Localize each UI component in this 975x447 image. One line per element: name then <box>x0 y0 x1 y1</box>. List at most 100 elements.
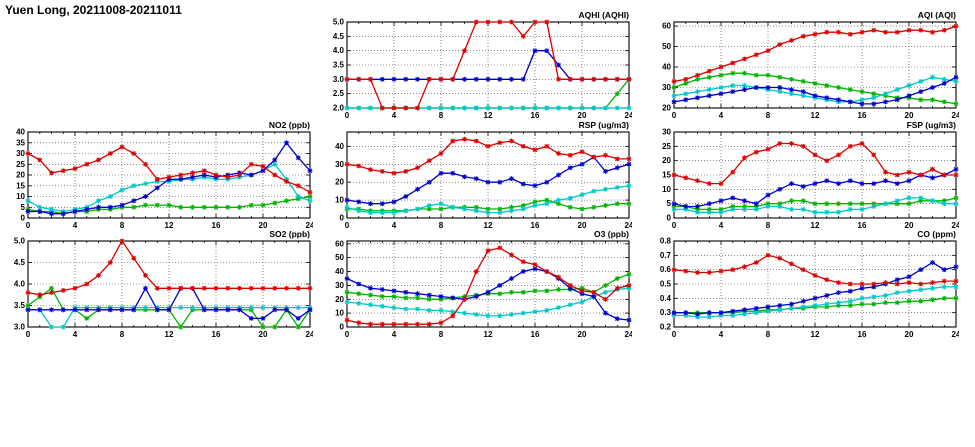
svg-text:2.0: 2.0 <box>333 104 345 113</box>
svg-text:50: 50 <box>662 42 671 51</box>
co-plot: 0.2 0.3 0.4 0.5 0.6 0.7 0.8 0 4 8 12 16 20 24 CO (ppm) <box>660 229 959 339</box>
svg-text:20: 20 <box>16 171 25 180</box>
svg-text:4: 4 <box>719 111 724 120</box>
svg-text:0: 0 <box>672 221 677 230</box>
o3-plot: 0 10 20 30 40 50 60 0 4 8 12 16 20 24 O3 (ppb) <box>335 229 632 339</box>
svg-text:0: 0 <box>26 221 31 230</box>
svg-text:20: 20 <box>578 111 587 120</box>
svg-text:0.8: 0.8 <box>660 237 672 246</box>
svg-text:0: 0 <box>21 214 26 223</box>
svg-text:8: 8 <box>439 221 444 230</box>
svg-text:4.0: 4.0 <box>333 46 345 55</box>
svg-text:5: 5 <box>21 203 26 212</box>
svg-text:30: 30 <box>335 160 344 169</box>
svg-text:12: 12 <box>484 221 493 230</box>
svg-text:NO2 (ppb): NO2 (ppb) <box>269 120 310 130</box>
svg-text:8: 8 <box>766 111 771 120</box>
svg-text:8: 8 <box>120 330 125 339</box>
svg-text:0.6: 0.6 <box>660 265 672 274</box>
svg-text:20: 20 <box>662 156 671 165</box>
svg-text:8: 8 <box>120 221 125 230</box>
svg-text:40: 40 <box>662 63 671 72</box>
svg-text:20: 20 <box>905 111 914 120</box>
svg-text:12: 12 <box>484 111 493 120</box>
svg-text:0: 0 <box>345 221 350 230</box>
svg-text:20: 20 <box>905 330 914 339</box>
svg-text:8: 8 <box>766 221 771 230</box>
svg-text:24: 24 <box>306 221 313 230</box>
svg-text:0.4: 0.4 <box>660 294 672 303</box>
svg-text:24: 24 <box>306 330 313 339</box>
svg-text:20: 20 <box>259 221 268 230</box>
svg-text:0.7: 0.7 <box>660 251 672 260</box>
chart-no2: 0 5 10 15 20 25 30 35 40 0 4 8 12 16 20 24 NO2 (ppb) <box>2 118 313 232</box>
svg-text:16: 16 <box>531 111 540 120</box>
svg-text:0.5: 0.5 <box>660 280 672 289</box>
svg-text:30: 30 <box>335 281 344 290</box>
aqhi-plot: 2.0 2.5 3.0 3.5 4.0 4.5 5.0 0 4 8 12 16 20 24 AQHI (AQ… <box>333 10 632 120</box>
svg-text:16: 16 <box>858 330 867 339</box>
svg-text:30: 30 <box>16 149 25 158</box>
svg-text:AQI (AQI): AQI (AQI) <box>918 10 956 20</box>
svg-text:0.2: 0.2 <box>660 323 672 332</box>
svg-text:4: 4 <box>392 330 397 339</box>
svg-text:4.5: 4.5 <box>333 32 345 41</box>
svg-text:16: 16 <box>858 221 867 230</box>
svg-text:24: 24 <box>952 221 959 230</box>
svg-text:0: 0 <box>672 330 677 339</box>
svg-text:24: 24 <box>625 330 632 339</box>
svg-text:16: 16 <box>212 330 221 339</box>
svg-text:25: 25 <box>16 160 25 169</box>
svg-text:3.5: 3.5 <box>333 61 345 70</box>
so2-plot: 3.0 3.5 4.0 4.5 5.0 0 4 8 12 16 20 24 SO2 (ppb) <box>14 229 313 339</box>
svg-text:4: 4 <box>719 221 724 230</box>
svg-text:30: 30 <box>662 83 671 92</box>
svg-text:4.0: 4.0 <box>14 280 26 289</box>
svg-text:8: 8 <box>766 330 771 339</box>
svg-text:0: 0 <box>340 323 345 332</box>
svg-text:30: 30 <box>662 128 671 137</box>
svg-text:4: 4 <box>392 221 397 230</box>
svg-text:O3 (ppb): O3 (ppb) <box>594 229 629 239</box>
svg-text:24: 24 <box>952 111 959 120</box>
svg-text:60: 60 <box>335 239 344 248</box>
svg-text:4.5: 4.5 <box>14 258 26 267</box>
svg-text:20: 20 <box>335 295 344 304</box>
svg-text:4: 4 <box>392 111 397 120</box>
svg-text:5.0: 5.0 <box>14 237 26 246</box>
svg-text:3.5: 3.5 <box>14 301 26 310</box>
chart-o3: 0 10 20 30 40 50 60 0 4 8 12 16 20 24 O3 (ppb) <box>321 227 632 341</box>
svg-text:0.3: 0.3 <box>660 308 672 317</box>
svg-text:SO2 (ppb): SO2 (ppb) <box>269 229 310 239</box>
chart-fsp: 0 5 10 15 20 25 30 0 4 8 12 16 20 24 FSP (ug/m3) <box>648 118 959 232</box>
svg-text:12: 12 <box>165 330 174 339</box>
chart-aqhi: 2.0 2.5 3.0 3.5 4.0 4.5 5.0 0 4 8 12 16 20 24 AQHI (AQ… <box>321 8 632 122</box>
svg-text:12: 12 <box>484 330 493 339</box>
svg-text:20: 20 <box>662 104 671 113</box>
svg-text:3.0: 3.0 <box>333 75 345 84</box>
svg-text:10: 10 <box>335 309 344 318</box>
svg-text:20: 20 <box>259 330 268 339</box>
svg-text:24: 24 <box>625 111 632 120</box>
svg-text:16: 16 <box>858 111 867 120</box>
svg-text:0: 0 <box>672 111 677 120</box>
svg-text:8: 8 <box>439 330 444 339</box>
svg-text:5: 5 <box>667 199 672 208</box>
chart-co: 0.2 0.3 0.4 0.5 0.6 0.7 0.8 0 4 8 12 16 20 24 CO (ppm) <box>648 227 959 341</box>
svg-text:40: 40 <box>335 267 344 276</box>
fsp-plot: 0 5 10 15 20 25 30 0 4 8 12 16 20 24 FSP (ug/m3) <box>662 120 959 230</box>
svg-text:2.5: 2.5 <box>333 89 345 98</box>
svg-text:12: 12 <box>811 221 820 230</box>
svg-text:25: 25 <box>662 142 671 151</box>
svg-text:16: 16 <box>531 330 540 339</box>
svg-text:0: 0 <box>667 214 672 223</box>
svg-text:24: 24 <box>952 330 959 339</box>
svg-text:12: 12 <box>811 111 820 120</box>
svg-text:RSP (ug/m3): RSP (ug/m3) <box>579 120 630 130</box>
svg-text:35: 35 <box>16 138 25 147</box>
svg-text:0: 0 <box>345 111 350 120</box>
svg-text:40: 40 <box>335 142 344 151</box>
svg-text:AQHI (AQHI): AQHI (AQHI) <box>578 10 629 20</box>
